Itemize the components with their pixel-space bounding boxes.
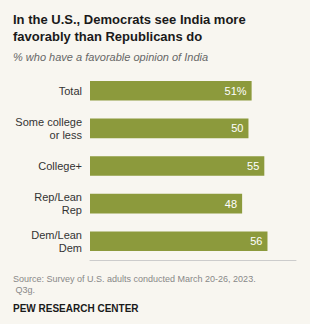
svg-text:Source: Survey of U.S. adults: Source: Survey of U.S. adults conducted … bbox=[13, 274, 256, 284]
svg-text:Rep: Rep bbox=[62, 204, 82, 216]
svg-text:56: 56 bbox=[250, 235, 262, 247]
svg-text:Dem/Lean: Dem/Lean bbox=[31, 229, 82, 241]
svg-text:or less: or less bbox=[50, 129, 83, 141]
svg-text:% who have a favorable opinion: % who have a favorable opinion of India bbox=[13, 51, 208, 63]
svg-text:48: 48 bbox=[225, 198, 237, 210]
svg-text:51%: 51% bbox=[225, 85, 247, 97]
svg-text:Q3g.: Q3g. bbox=[13, 285, 35, 295]
svg-text:College+: College+ bbox=[38, 160, 82, 172]
svg-text:55: 55 bbox=[247, 160, 259, 172]
svg-text:Total: Total bbox=[59, 85, 82, 97]
svg-text:50: 50 bbox=[231, 122, 243, 134]
svg-text:Rep/Lean: Rep/Lean bbox=[34, 191, 82, 203]
svg-text:favorably than Republicans do: favorably than Republicans do bbox=[13, 29, 202, 44]
svg-text:PEW RESEARCH CENTER: PEW RESEARCH CENTER bbox=[13, 303, 139, 314]
svg-text:Some college: Some college bbox=[15, 116, 82, 128]
svg-text:Dem: Dem bbox=[59, 242, 82, 254]
svg-text:In the U.S., Democrats see Ind: In the U.S., Democrats see India more bbox=[13, 12, 249, 27]
